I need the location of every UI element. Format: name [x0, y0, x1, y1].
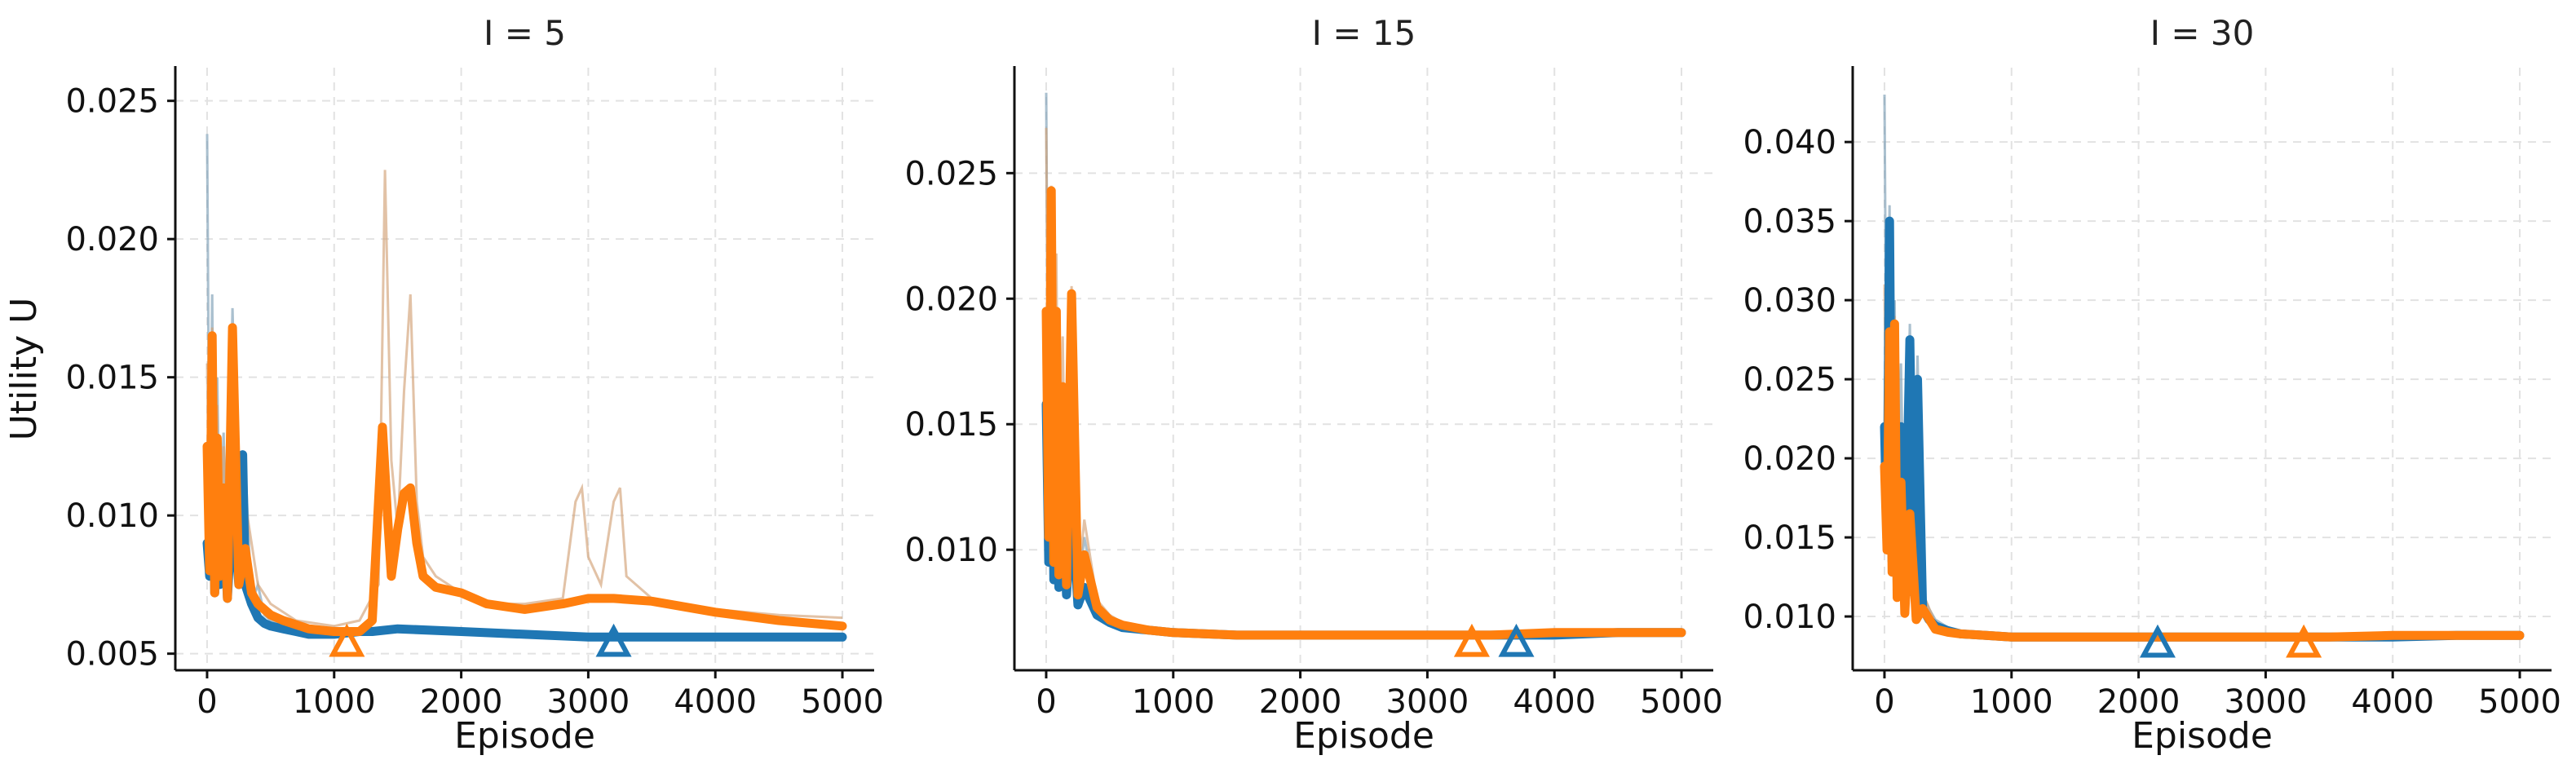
panel-title: I = 30: [2150, 13, 2255, 53]
y-tick-label: 0.030: [1743, 282, 1836, 320]
x-axis-title: Episode: [2132, 715, 2273, 757]
y-tick-label: 0.015: [1743, 519, 1836, 557]
x-tick-label: 3000: [547, 683, 630, 721]
y-tick-label: 0.025: [904, 155, 998, 192]
x-tick-label: 0: [1036, 683, 1056, 721]
y-tick-label: 0.020: [904, 280, 998, 318]
x-tick-label: 4000: [2351, 683, 2434, 721]
x-tick-label: 4000: [674, 683, 757, 721]
x-tick-label: 1000: [293, 683, 376, 721]
series-2-raw-line: [1045, 127, 1681, 637]
y-tick-label: 0.020: [65, 221, 159, 258]
x-tick-label: 0: [1874, 683, 1894, 721]
x-tick-label: 0: [197, 683, 217, 721]
y-tick-label: 0.015: [65, 360, 159, 397]
x-tick-label: 4000: [1513, 683, 1596, 721]
series-1-line: [1041, 332, 1686, 640]
x-tick-label: 3000: [2225, 683, 2308, 721]
series-2-line: [1041, 186, 1686, 640]
series-1-marker: [2139, 624, 2176, 658]
x-tick-label: 5000: [801, 683, 884, 721]
series-2-raw-gray-line: [1883, 284, 2521, 638]
panel-title: I = 15: [1312, 13, 1416, 53]
y-tick-label: 0.010: [904, 532, 998, 569]
x-tick-label: 5000: [1640, 683, 1723, 721]
x-tick-label: 5000: [2478, 683, 2561, 721]
series-2-marker: [329, 623, 365, 657]
x-tick-label: 1000: [1132, 683, 1215, 721]
series-1-marker: [595, 623, 632, 657]
series-1-raw-gray-line: [1045, 92, 1681, 637]
series-2-marker: [1453, 623, 1490, 657]
panel-3: 0 1000 2000 3000 4000 5000 0.010 0.015 0.020 0.02…: [1743, 13, 2561, 757]
x-tick-label: 1000: [1970, 683, 2053, 721]
x-tick-label: 3000: [1386, 683, 1469, 721]
x-tick-label: 2000: [1259, 683, 1342, 721]
y-tick-label: 0.020: [1743, 440, 1836, 478]
panel-title: I = 5: [484, 13, 566, 53]
series-1-raw-line: [1045, 92, 1681, 637]
series-2-line: [1880, 319, 2525, 642]
y-tick-label: 0.005: [65, 636, 159, 674]
y-tick-label: 0.010: [1743, 599, 1836, 636]
series-2-marker: [2286, 624, 2322, 658]
series-1-raw-line: [1883, 94, 2520, 638]
y-tick-label: 0.040: [1743, 124, 1836, 161]
y-tick-label: 0.035: [1743, 203, 1836, 241]
series-1-line: [1880, 216, 2525, 642]
series-2-line: [202, 323, 847, 636]
y-axis-title: Utility U: [3, 298, 45, 441]
panel-2: 0 1000 2000 3000 4000 5000 0.010 0.015 0.020 0.02…: [904, 13, 1722, 757]
series-1-raw-gray-line: [205, 134, 842, 638]
series-2-raw-gray-line: [205, 170, 843, 628]
x-tick-label: 2000: [2097, 683, 2181, 721]
series-2-raw-line: [1883, 284, 2521, 638]
y-tick-label: 0.010: [65, 497, 159, 535]
y-tick-label: 0.025: [65, 83, 159, 121]
y-tick-label: 0.015: [904, 406, 998, 444]
x-tick-label: 2000: [420, 683, 503, 721]
panel-1: 0 1000 2000 3000 4000 5000 0.005 0.010 0.015 0.02…: [3, 13, 884, 757]
series-1-marker: [1498, 623, 1535, 657]
series-2-raw-gray-line: [1045, 127, 1681, 637]
series-1-raw-gray-line: [1883, 94, 2520, 638]
series-2-raw-line: [205, 170, 843, 628]
y-tick-label: 0.025: [1743, 361, 1836, 399]
x-axis-title: Episode: [1293, 715, 1434, 757]
series-1-raw-line: [205, 134, 842, 638]
x-axis-title: Episode: [454, 715, 595, 757]
